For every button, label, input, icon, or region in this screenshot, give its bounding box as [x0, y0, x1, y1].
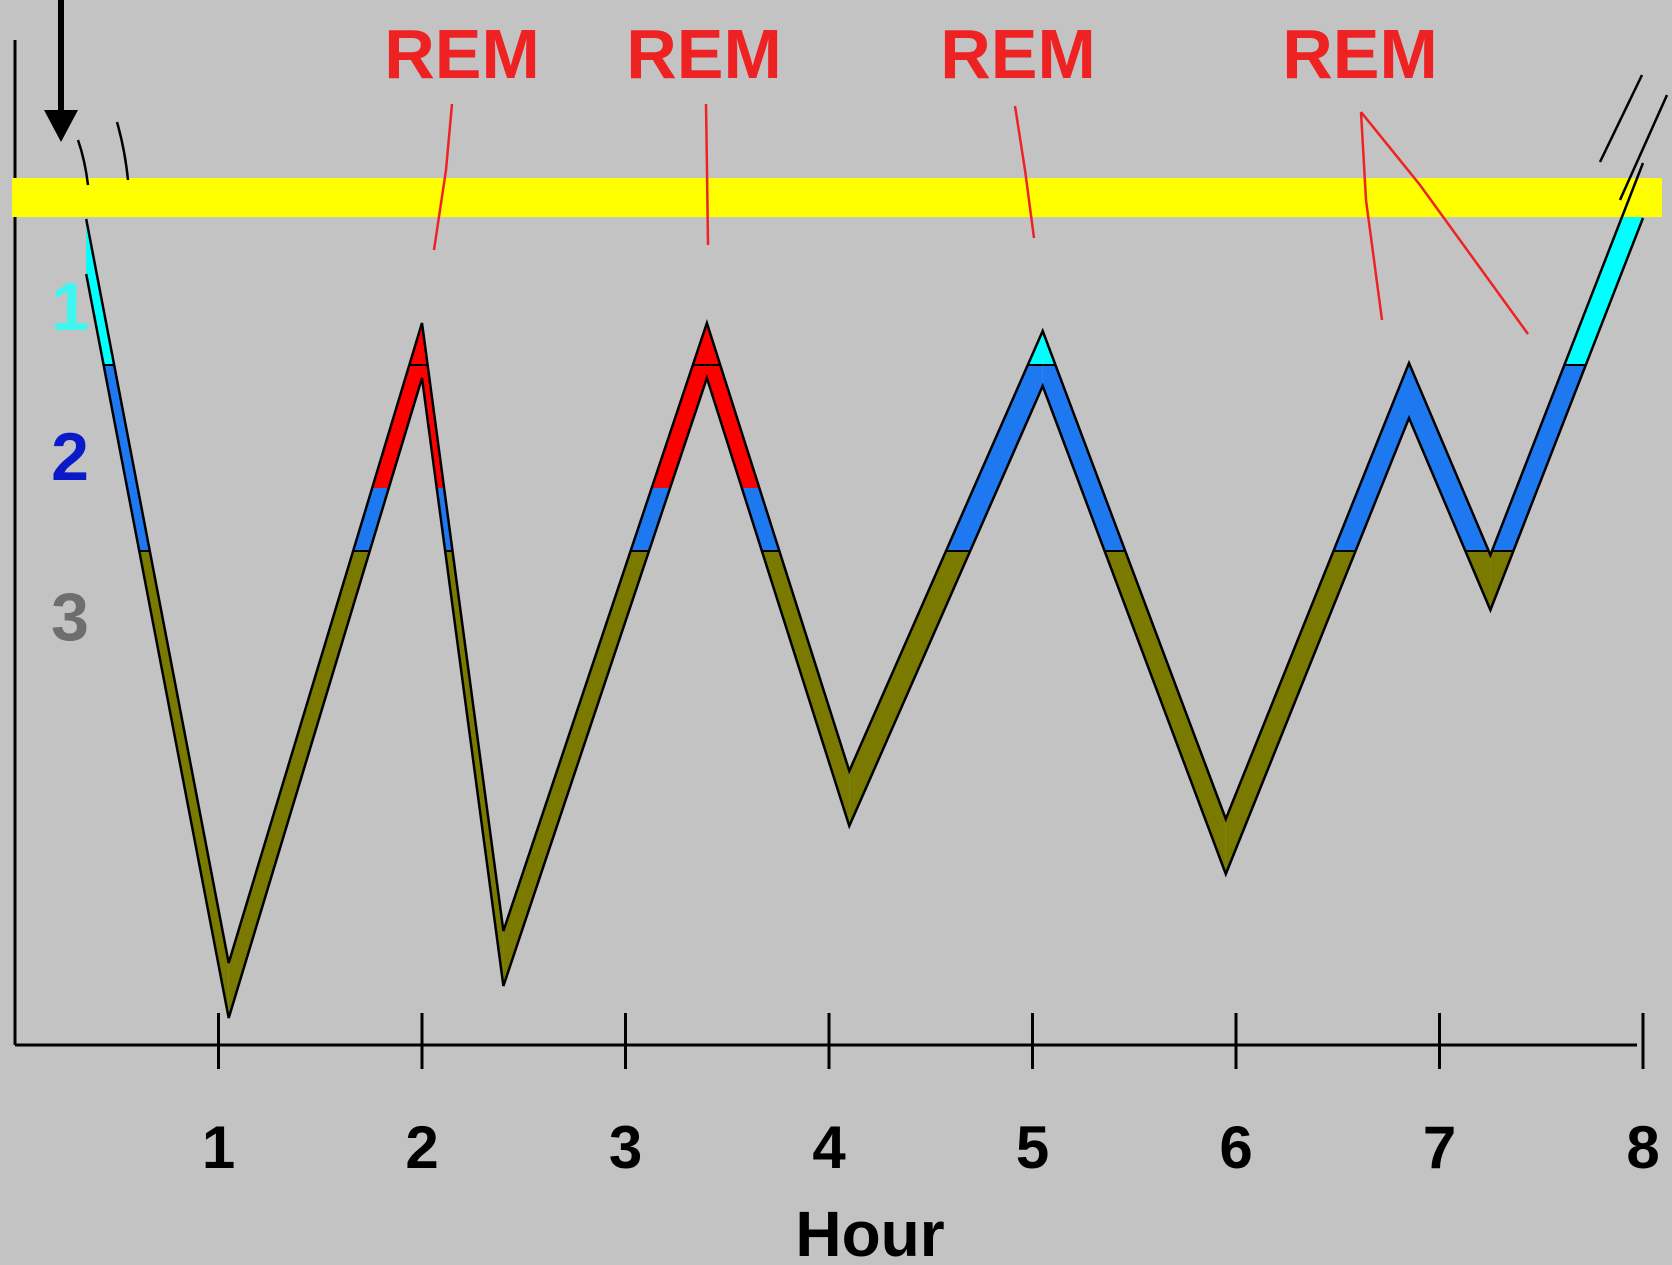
x-tick-label-2: 2 — [405, 1114, 438, 1181]
onset-curve-1 — [76, 139, 90, 186]
hypnogram-upper-edge — [84, 162, 1645, 964]
awake-band — [12, 178, 1662, 217]
stage1-segment-9 — [1564, 217, 1643, 365]
wake-line-2 — [1618, 94, 1669, 201]
stage2-segment-0 — [103, 365, 150, 551]
stage2-segment-9 — [1491, 365, 1586, 551]
rem-annotation-3: REM — [940, 15, 1096, 93]
x-axis-title: Hour — [795, 1198, 944, 1260]
rem-leader-line-2 — [704, 103, 710, 246]
rem-annotation-1: REM — [384, 15, 540, 93]
hypnogram-lower-edge — [84, 217, 1645, 1019]
stage-label-1: 1 — [51, 269, 89, 345]
stage-label-2: 2 — [51, 419, 89, 495]
rem-leader-line-5 — [1360, 111, 1530, 335]
x-tick-label-5: 5 — [1016, 1114, 1049, 1181]
stage2-segment-5 — [946, 365, 1043, 551]
x-tick-label-3: 3 — [609, 1114, 642, 1181]
rem-leader-line-4 — [1359, 111, 1384, 321]
rem-leader-line-1 — [432, 103, 454, 251]
rem-annotation-4: REM — [1282, 15, 1438, 93]
rem-annotation-2: REM — [626, 15, 782, 93]
rem-leader-line-3 — [1013, 105, 1036, 239]
sleep-onset-arrow-head — [44, 110, 78, 142]
wake-line-1 — [1598, 74, 1644, 163]
x-tick-label-6: 6 — [1219, 1114, 1252, 1181]
x-tick-label-8: 8 — [1626, 1114, 1659, 1181]
x-tick-label-1: 1 — [202, 1114, 235, 1181]
stage-label-3: 3 — [51, 579, 89, 655]
stage2-segment-6 — [1042, 365, 1126, 551]
onset-curve-2 — [115, 121, 130, 181]
x-tick-label-4: 4 — [812, 1114, 846, 1181]
x-tick-label-7: 7 — [1423, 1114, 1456, 1181]
rem-cap-4 — [651, 323, 760, 488]
